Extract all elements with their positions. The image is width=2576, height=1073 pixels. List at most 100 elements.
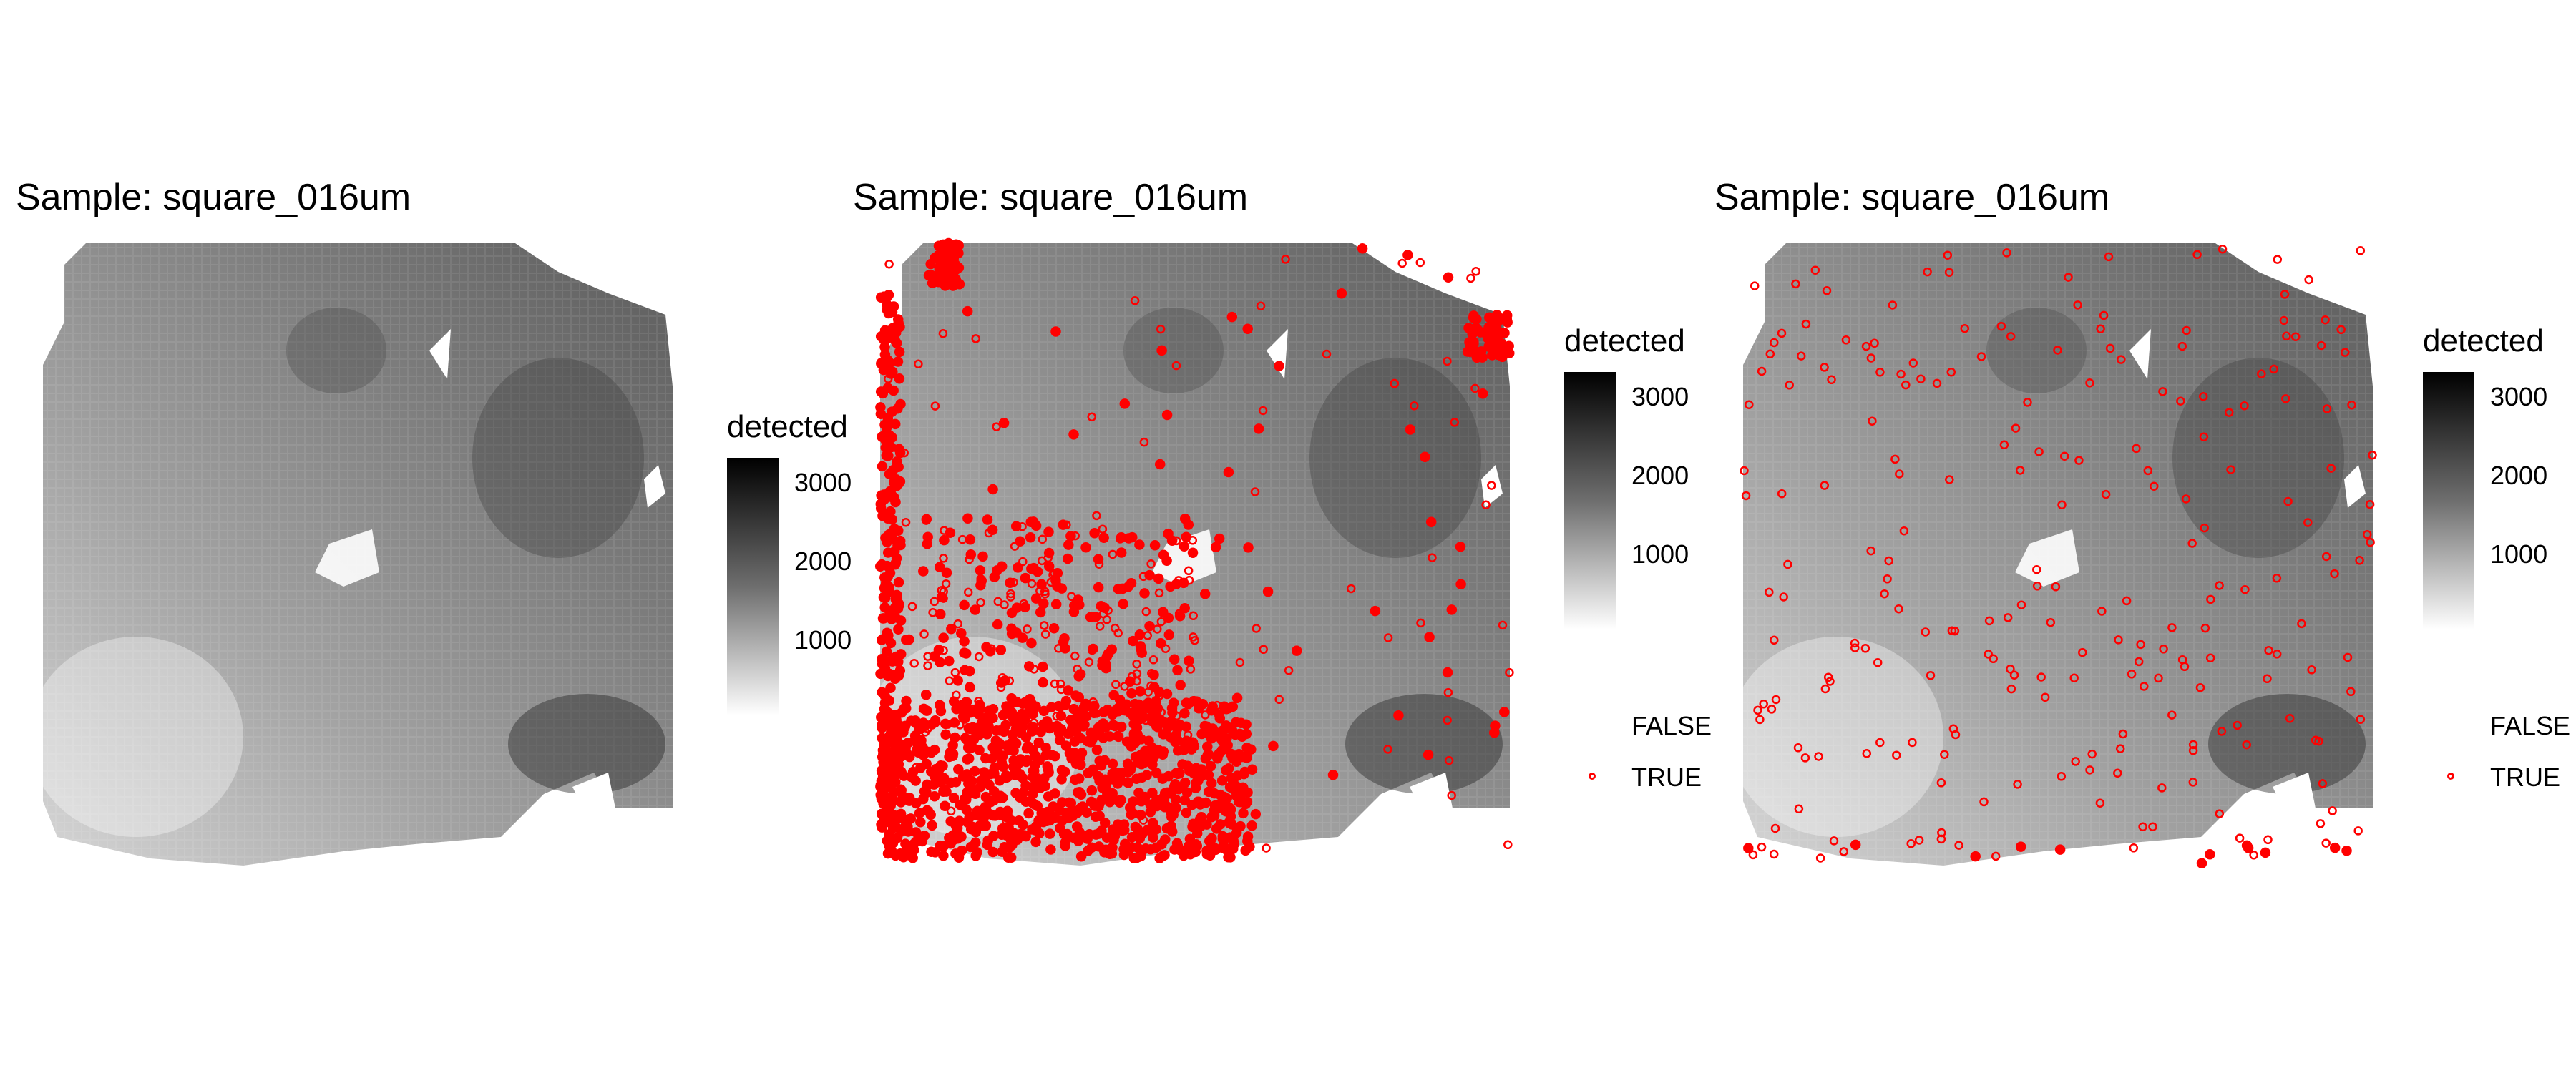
outlier-point xyxy=(974,652,984,662)
outlier-point xyxy=(1098,524,1108,534)
outlier-point xyxy=(1043,764,1054,775)
outlier-point xyxy=(1149,540,1161,551)
outlier-point xyxy=(2085,765,2094,775)
outlier-point xyxy=(1785,381,1794,390)
outlier-point xyxy=(1120,682,1129,691)
outlier-point xyxy=(1268,740,1279,752)
outlier-point xyxy=(939,534,950,546)
outlier-point xyxy=(1045,844,1056,855)
outlier-point xyxy=(1029,718,1039,727)
outlier-point xyxy=(980,820,992,831)
outlier-point xyxy=(1175,680,1186,690)
outlier-point xyxy=(2159,645,2168,654)
outlier-point xyxy=(1945,475,1954,484)
outlier-point xyxy=(1236,717,1246,729)
outlier-point xyxy=(938,329,948,338)
outlier-point xyxy=(1002,771,1013,783)
outlier-point xyxy=(997,792,1008,803)
outlier-point xyxy=(907,853,918,863)
outlier-point xyxy=(1443,715,1452,725)
outlier-point xyxy=(1148,832,1158,843)
outlier-point xyxy=(1201,819,1212,830)
outlier-point xyxy=(1281,255,1290,264)
outlier-point xyxy=(980,803,992,814)
outlier-point xyxy=(1943,250,1953,260)
outlier-point xyxy=(1741,491,1751,501)
outlier-point xyxy=(1950,626,1960,636)
outlier-point xyxy=(1820,363,1829,372)
outlier-point xyxy=(1235,657,1245,667)
outlier-point xyxy=(1212,700,1222,710)
outlier-point xyxy=(2269,364,2278,374)
outlier-point xyxy=(910,775,921,786)
outlier-point xyxy=(946,624,957,635)
outlier-point xyxy=(936,592,947,603)
outlier-point xyxy=(899,448,909,458)
outlier-point xyxy=(1153,687,1165,697)
outlier-point xyxy=(2015,466,2025,475)
outlier-point xyxy=(2200,623,2210,633)
outlier-point xyxy=(1825,677,1835,686)
outlier-point xyxy=(1201,721,1212,732)
outlier-point xyxy=(1870,338,1879,348)
outlier-point xyxy=(963,722,975,734)
outlier-point xyxy=(962,817,973,828)
outlier-point xyxy=(1038,677,1048,688)
outlier-point xyxy=(1108,834,1119,846)
outlier-point xyxy=(1745,400,1754,409)
outlier-point xyxy=(935,705,947,717)
outlier-point xyxy=(1135,714,1146,725)
outlier-point xyxy=(1221,793,1232,804)
tick-label-1000: 1000 xyxy=(1631,539,1689,569)
outlier-point xyxy=(1059,700,1070,710)
outlier-point xyxy=(1991,851,2001,861)
outlier-point xyxy=(927,820,937,831)
outlier-point xyxy=(1174,785,1183,794)
outlier-point xyxy=(1018,557,1028,567)
outlier-point xyxy=(1443,272,1454,283)
outlier-point xyxy=(1136,796,1147,807)
outlier-point xyxy=(904,634,914,645)
outlier-point xyxy=(1026,637,1037,649)
outlier-point xyxy=(2051,582,2061,592)
outlier-point xyxy=(2138,822,2147,832)
outlier-point xyxy=(1814,752,1823,761)
outlier-point xyxy=(918,566,929,577)
outlier-point xyxy=(2009,670,2019,680)
outlier-point xyxy=(2129,843,2139,853)
tick-label-3000: 3000 xyxy=(794,468,852,497)
outlier-point xyxy=(1940,750,1949,759)
outlier-point xyxy=(1743,843,1754,853)
outlier-point xyxy=(882,560,893,572)
outlier-point xyxy=(894,346,905,358)
outlier-point xyxy=(959,647,970,658)
outlier-point xyxy=(953,764,964,775)
outlier-point xyxy=(2341,348,2350,357)
outlier-point xyxy=(2149,481,2159,491)
outlier-point xyxy=(2368,450,2377,460)
outlier-point xyxy=(1132,660,1141,669)
outlier-point xyxy=(1050,326,1061,337)
outlier-point xyxy=(1850,638,1860,648)
outlier-point xyxy=(962,513,973,524)
outlier-point xyxy=(1147,818,1158,828)
outlier-point xyxy=(1050,599,1062,609)
outlier-point xyxy=(1033,737,1044,748)
outlier-point xyxy=(917,742,928,753)
outlier-point xyxy=(2158,387,2167,396)
outlier-point xyxy=(1216,745,1228,756)
outlier-point xyxy=(1068,429,1079,440)
outlier-point xyxy=(1131,722,1143,733)
outlier-point xyxy=(952,690,961,700)
outlier-point xyxy=(1043,561,1055,572)
outlier-point xyxy=(2290,332,2301,341)
outlier-point xyxy=(957,704,968,715)
outlier-point xyxy=(2356,246,2366,255)
outlier-point xyxy=(1481,500,1491,510)
outlier-point xyxy=(912,763,921,772)
outlier-point xyxy=(878,748,889,760)
outlier-point xyxy=(1078,702,1089,714)
outlier-point xyxy=(1023,808,1034,819)
outlier-point xyxy=(1035,783,1045,794)
outlier-point xyxy=(1383,745,1392,754)
